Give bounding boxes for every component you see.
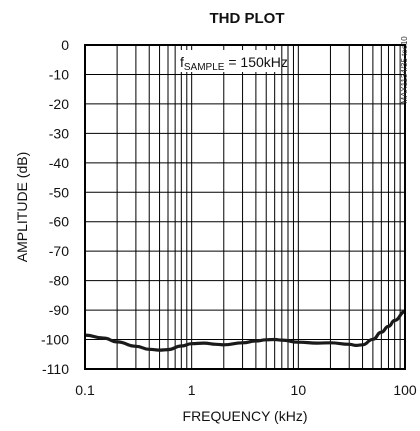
x-axis-label: FREQUENCY (kHz) (183, 408, 308, 424)
figure-id-label: MAX1134/35 toc10 (400, 36, 409, 104)
x-tick-label: 1 (188, 382, 196, 398)
y-tick-label: -60 (49, 214, 69, 230)
y-axis-label: AMPLITUDE (dB) (14, 152, 30, 262)
thd-series-line (85, 312, 405, 351)
series-layer (85, 312, 405, 351)
y-tick-label: -100 (41, 332, 69, 348)
y-tick-label: -70 (49, 243, 69, 259)
annotation-subscript: SAMPLE (184, 62, 225, 73)
y-tick-label: -20 (49, 96, 69, 112)
x-tick-labels: 0.1 1 10 100 (75, 382, 417, 398)
annotation-value: = 150kHz (224, 54, 287, 70)
y-tick-label: -40 (49, 155, 69, 171)
y-tick-label: -110 (42, 361, 69, 377)
grid (85, 45, 405, 369)
y-tick-label: -10 (49, 66, 69, 82)
y-tick-labels: 0 -10 -20 -30 -40 -50 -60 -70 -80 -90 -100 -110 (41, 37, 69, 377)
chart-title: THD PLOT (210, 10, 285, 27)
plot-frame (85, 45, 405, 369)
y-tick-label: -90 (49, 302, 69, 318)
x-tick-label: 100 (393, 382, 417, 398)
x-tick-label: 10 (291, 382, 307, 398)
y-tick-label: -30 (49, 125, 69, 141)
y-tick-label: 0 (61, 37, 69, 53)
x-tick-label: 0.1 (75, 382, 95, 398)
y-tick-label: -80 (49, 273, 69, 289)
y-tick-label: -50 (49, 184, 69, 200)
